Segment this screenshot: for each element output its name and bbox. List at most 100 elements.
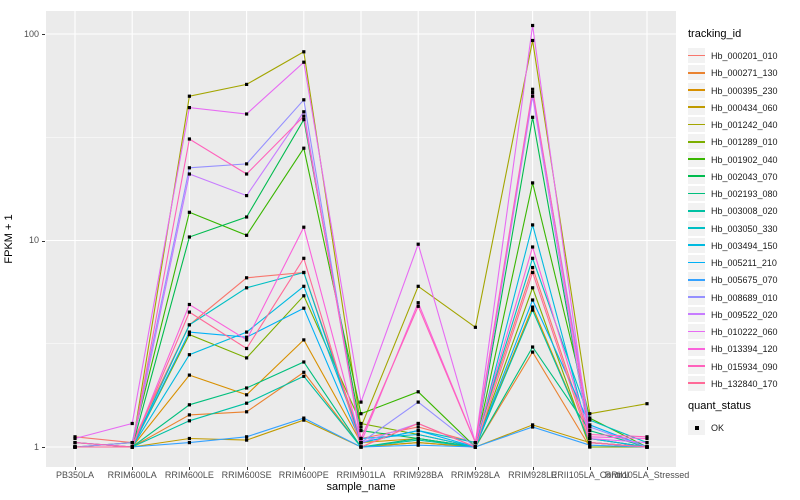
y-axis-title: FPKM + 1 — [3, 214, 15, 264]
data-point — [359, 429, 363, 433]
legend-label: Hb_009522_020 — [711, 309, 778, 320]
data-point — [187, 419, 191, 423]
legend-key — [688, 82, 705, 98]
data-point — [245, 338, 249, 342]
legend-item-Hb_003494_150: Hb_003494_150 — [688, 237, 800, 254]
legend-key — [688, 272, 705, 288]
legend-key — [688, 99, 705, 115]
legend-key — [688, 358, 705, 374]
data-point — [531, 256, 535, 260]
legend-key-line — [688, 54, 705, 57]
legend-label: Hb_003008_020 — [711, 206, 778, 217]
data-point — [302, 284, 306, 288]
data-point — [187, 302, 191, 307]
data-point — [531, 181, 535, 185]
data-point — [416, 284, 420, 288]
legend-label: Hb_000201_010 — [711, 51, 778, 61]
data-point — [245, 401, 249, 405]
legend-label: Hb_010222_060 — [711, 327, 778, 337]
data-point — [245, 82, 249, 86]
x-tick-mark — [189, 467, 191, 470]
data-point — [416, 432, 420, 437]
quant-ok-key — [688, 420, 705, 435]
legend-label: Hb_005675_070 — [711, 275, 778, 286]
data-point — [588, 412, 592, 416]
data-point — [73, 435, 77, 439]
legend-key-line — [688, 227, 705, 229]
y-tick-label: 10 — [28, 235, 39, 245]
legend-title-tracking-id: tracking_id — [688, 28, 742, 40]
legend-item-Hb_005211_210: Hb_005211_210 — [688, 255, 800, 271]
legend-key — [688, 220, 705, 236]
legend-key-line — [688, 71, 705, 74]
data-point — [245, 410, 249, 414]
data-point — [73, 441, 77, 445]
data-point — [187, 166, 191, 170]
data-point — [588, 445, 592, 449]
data-point — [245, 393, 249, 397]
legend-key — [688, 255, 705, 270]
legend-key — [688, 306, 705, 322]
legend-label: Hb_001289_010 — [711, 137, 778, 148]
legend-key-line — [688, 106, 705, 109]
x-tick-mark — [246, 467, 248, 470]
data-point — [588, 418, 592, 422]
data-point — [187, 333, 191, 337]
data-point — [302, 374, 306, 378]
legend-key-line — [688, 278, 705, 281]
legend-label: Hb_001242_040 — [711, 120, 778, 130]
data-point — [187, 403, 191, 407]
data-point — [359, 412, 363, 416]
data-point — [645, 445, 649, 449]
legend-item-Hb_001242_040: Hb_001242_040 — [688, 117, 800, 133]
legend-key-line — [688, 347, 705, 350]
legend-item-Hb_009522_020: Hb_009522_020 — [688, 306, 800, 323]
legend-label: Hb_003494_150 — [711, 240, 778, 251]
x-tick-mark — [75, 467, 76, 470]
x-tick-mark — [418, 467, 420, 470]
data-point — [416, 304, 420, 308]
data-point — [187, 106, 191, 110]
data-point — [531, 115, 535, 119]
data-point — [531, 423, 535, 427]
x-tick-label: PB350LA — [55, 470, 95, 480]
legend-key — [688, 237, 705, 253]
data-point — [588, 416, 592, 420]
data-point — [245, 435, 249, 439]
legend-item-Hb_000271_130: Hb_000271_130 — [688, 65, 800, 81]
data-point — [359, 441, 363, 445]
data-point — [302, 306, 306, 310]
data-point — [531, 305, 535, 309]
data-point — [416, 400, 420, 404]
legend-label: Hb_001902_040 — [711, 154, 778, 165]
data-point — [302, 256, 306, 260]
data-point — [416, 425, 420, 429]
data-point — [187, 373, 191, 377]
data-point — [302, 360, 306, 364]
legend-label: Hb_000434_060 — [711, 102, 778, 113]
legend-item-Hb_013394_120: Hb_013394_120 — [688, 341, 800, 357]
data-point — [187, 323, 191, 327]
x-tick-label: RRIM928LE — [508, 470, 558, 480]
data-point — [245, 162, 249, 166]
data-point — [73, 436, 77, 441]
data-point — [245, 335, 249, 339]
x-tick-label: RRII105LA_Stressed — [604, 470, 690, 480]
data-point — [187, 413, 191, 417]
data-point — [531, 265, 535, 270]
quant-ok-label: OK — [711, 423, 725, 433]
x-tick-mark — [475, 467, 477, 470]
legend-key — [688, 186, 705, 201]
legend-key — [688, 134, 705, 150]
legend-item-Hb_010222_060: Hb_010222_060 — [688, 324, 800, 340]
data-point — [588, 443, 592, 447]
data-point — [187, 436, 191, 441]
data-point — [588, 429, 592, 433]
legend-label: Hb_000271_130 — [711, 68, 778, 79]
data-point — [245, 330, 249, 334]
data-point — [645, 435, 649, 439]
legend-key-line — [688, 244, 705, 247]
data-point — [245, 438, 249, 442]
data-point — [302, 146, 306, 150]
data-point — [302, 114, 306, 118]
